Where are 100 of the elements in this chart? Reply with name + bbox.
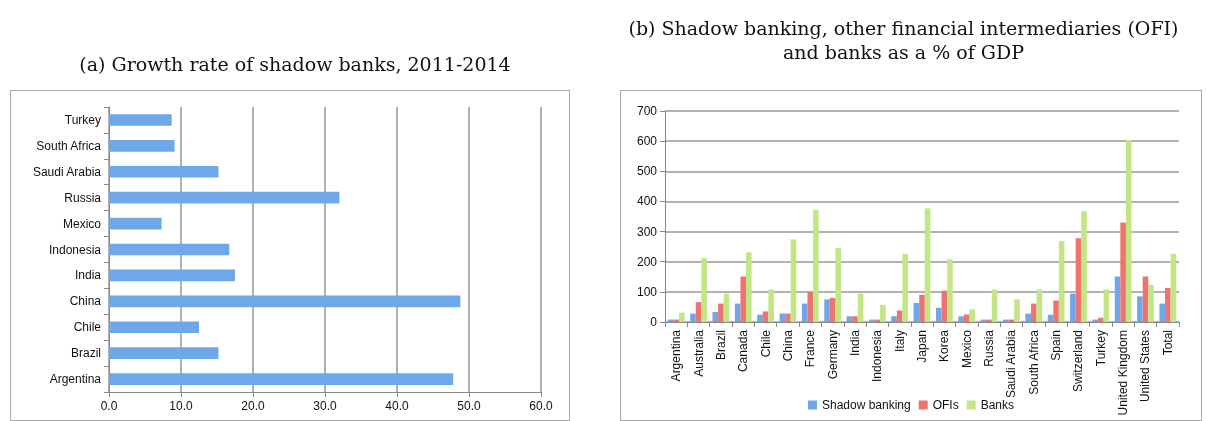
bar: [109, 140, 175, 152]
bar: [762, 311, 769, 322]
bar: [963, 314, 970, 322]
legend-label: Shadow banking: [821, 398, 911, 412]
x-tick-label: Japan: [915, 330, 929, 363]
bar: [109, 114, 172, 126]
x-tick-label: 60.0: [529, 399, 553, 413]
bar: [1114, 276, 1121, 322]
x-tick-label: 50.0: [457, 399, 481, 413]
bar: [807, 292, 814, 322]
bar: [1014, 299, 1020, 322]
y-tick-label: Indonesia: [48, 242, 102, 257]
x-tick-label: Mexico: [959, 329, 974, 369]
x-tick-label: 20.0: [241, 399, 265, 413]
y-tick-label: Saudi Arabia: [32, 164, 102, 179]
bar: [1075, 238, 1082, 322]
y-tick-label: Russia: [64, 190, 102, 205]
bar: [768, 289, 774, 322]
y-tick-label: 400: [636, 194, 658, 209]
x-tick-label: Switzerland: [1071, 330, 1086, 393]
bar: [109, 243, 230, 256]
bar: [109, 217, 162, 230]
bar: [1137, 296, 1143, 322]
bar: [785, 313, 791, 322]
bar: [846, 316, 853, 322]
x-tick-label: United Kingdom: [1116, 330, 1131, 416]
x-tick-label: Korea: [937, 329, 952, 363]
x-tick-label: Chile: [758, 329, 773, 358]
bar: [958, 316, 964, 322]
bar: [824, 299, 830, 322]
bar: [1030, 303, 1037, 322]
bar: [695, 302, 702, 322]
y-tick-label: China: [69, 294, 102, 309]
bar: [109, 373, 454, 385]
x-tick-label: China: [780, 329, 795, 362]
x-tick-label: Canada: [736, 329, 751, 373]
chart-title: (b) Shadow banking, other financial intermediaries (OFI) and banks as a % of GDP: [627, 16, 1180, 64]
y-tick-label: Turkey: [64, 112, 101, 127]
y-tick-label: Mexico: [62, 216, 102, 231]
x-tick-label: 40.0: [385, 399, 409, 413]
bar: [109, 295, 461, 308]
y-tick-label: 300: [636, 224, 658, 239]
y-tick-label: 700: [636, 104, 658, 118]
legend-label: OFIs: [932, 398, 959, 412]
y-tick-label: 500: [636, 164, 658, 179]
bar: [991, 289, 998, 322]
bar: [1120, 222, 1126, 322]
bar: [1159, 303, 1166, 322]
chart-title: (a) Growth rate of shadow banks, 2011-2014: [78, 52, 512, 76]
bar: [969, 309, 976, 322]
bar: [690, 313, 696, 322]
bar: [1092, 319, 1098, 322]
bar: [109, 269, 235, 282]
x-tick-label: Indonesia: [870, 329, 885, 383]
x-tick-label: 0.0: [100, 399, 118, 413]
bar: [740, 276, 747, 322]
bar: [1103, 289, 1110, 322]
y-tick-label: India: [74, 268, 102, 283]
y-tick-label: South Africa: [36, 138, 102, 153]
x-tick-label: 30.0: [313, 399, 337, 413]
bar: [673, 319, 679, 322]
bar: [1148, 284, 1154, 322]
bar: [109, 165, 219, 178]
x-tick-label: Australia: [691, 329, 706, 377]
y-tick-label: 600: [636, 134, 658, 149]
bar: [746, 252, 752, 322]
x-tick-label: Total: [1160, 330, 1175, 356]
bar: [924, 208, 931, 322]
bar: [913, 303, 920, 322]
bar: [868, 319, 875, 322]
bar: [902, 253, 909, 322]
bar: [1097, 317, 1104, 322]
bar: [935, 307, 942, 322]
bar: [1070, 293, 1076, 322]
bar: [718, 303, 724, 322]
bar: [1142, 276, 1149, 322]
bar: [1025, 313, 1031, 322]
bar: [1081, 211, 1087, 322]
x-tick-label: Italy: [892, 330, 907, 353]
legend-label: Banks: [980, 398, 1015, 412]
bar: [757, 314, 763, 322]
bar: [109, 347, 219, 359]
x-tick-label: Turkey: [1093, 330, 1108, 367]
bar: [986, 319, 992, 322]
x-tick-label: South Africa: [1026, 329, 1041, 395]
x-tick-label: Brazil: [713, 330, 728, 361]
bar: [790, 239, 797, 322]
bar: [1053, 300, 1059, 322]
y-tick-label: 100: [636, 284, 658, 299]
bar: [947, 259, 953, 322]
bar: [835, 248, 841, 322]
x-tick-label: United States: [1138, 330, 1153, 403]
y-tick-label: 0: [650, 315, 658, 329]
bar: [813, 209, 819, 322]
x-tick-label: France: [803, 329, 818, 368]
bar: [109, 321, 199, 334]
bar: [852, 316, 858, 322]
x-tick-label: Russia: [982, 329, 997, 367]
bar: [109, 191, 340, 204]
x-tick-label: India: [847, 329, 862, 357]
